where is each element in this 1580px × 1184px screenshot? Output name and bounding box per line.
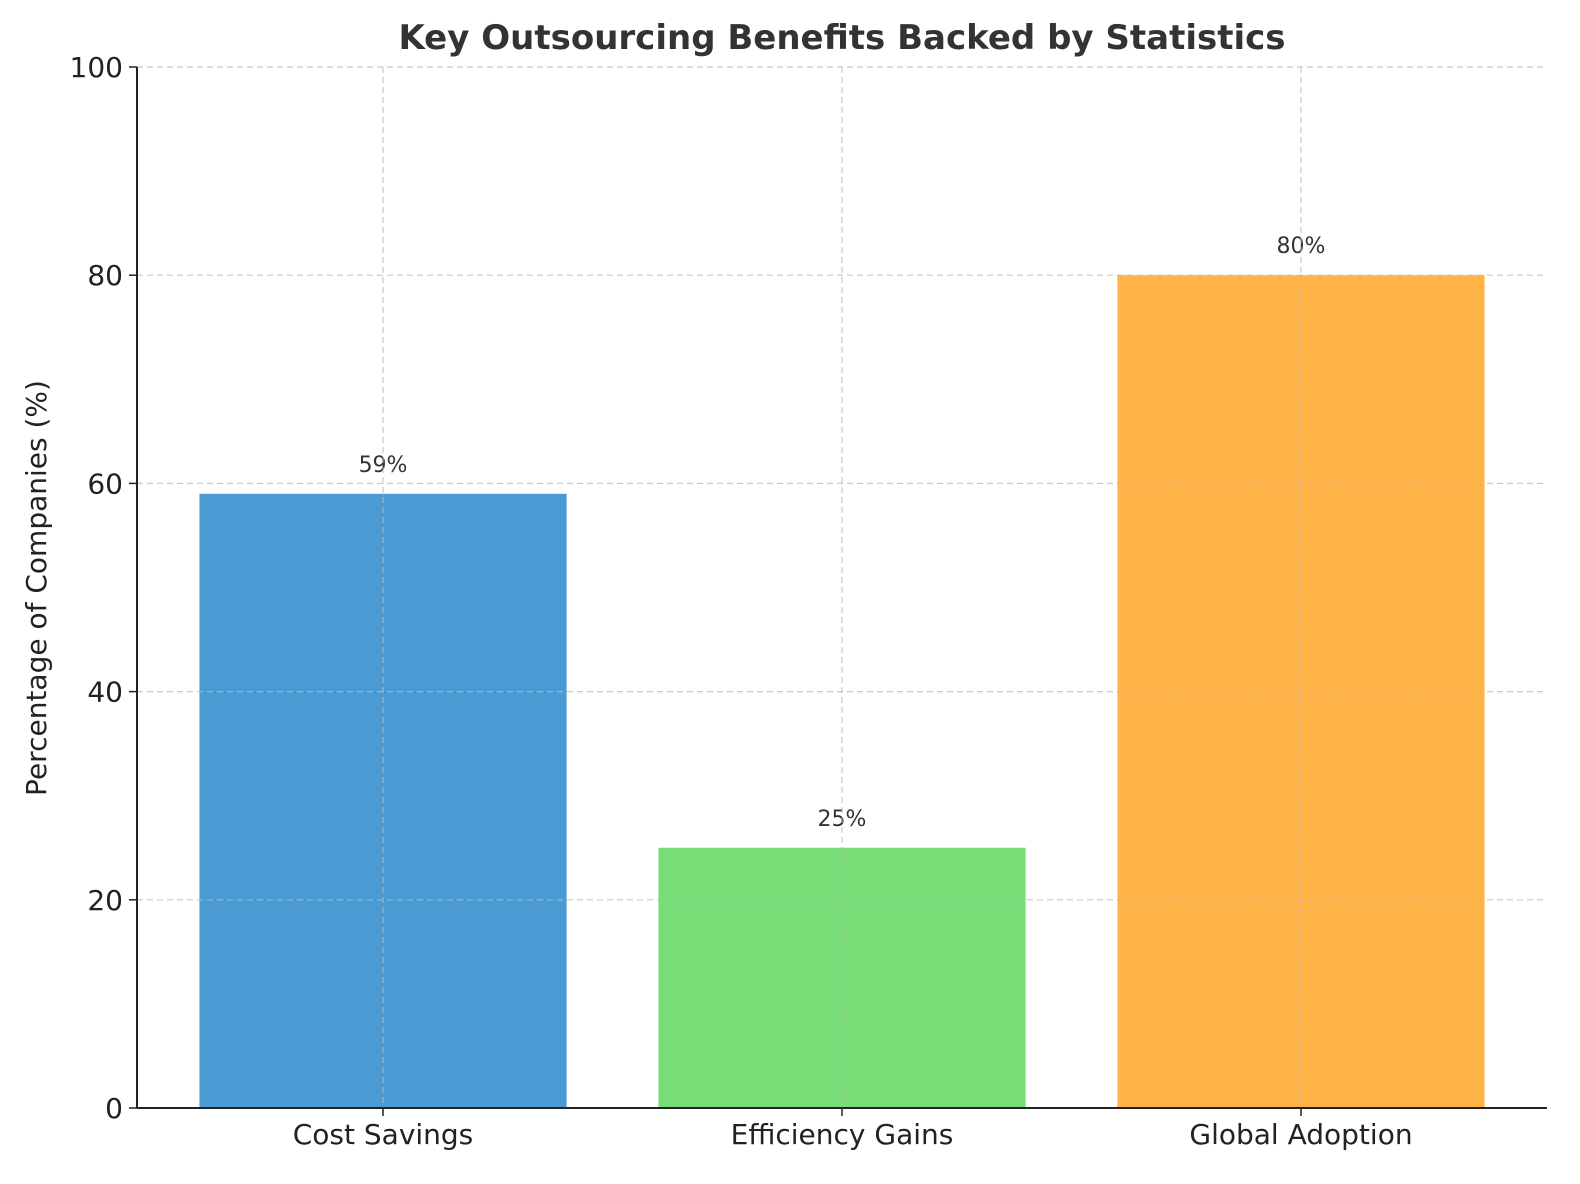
x-tick-label-1: Efficiency Gains [731,1118,954,1151]
chart-title: Key Outsourcing Benefits Backed by Stati… [398,18,1285,58]
x-tick-label-0: Cost Savings [293,1118,474,1151]
y-tick-label-3: 60 [87,467,123,500]
y-axis-label: Percentage of Companies (%) [20,380,53,796]
x-tick-label-2: Global Adoption [1189,1118,1412,1151]
y-tick-label-5: 100 [70,51,123,84]
y-tick-label-2: 40 [87,676,123,709]
y-tick-label-1: 20 [87,884,123,917]
y-tick-label-4: 80 [87,259,123,292]
y-tick-label-0: 0 [105,1092,123,1125]
data-label-0: 59% [359,453,408,478]
